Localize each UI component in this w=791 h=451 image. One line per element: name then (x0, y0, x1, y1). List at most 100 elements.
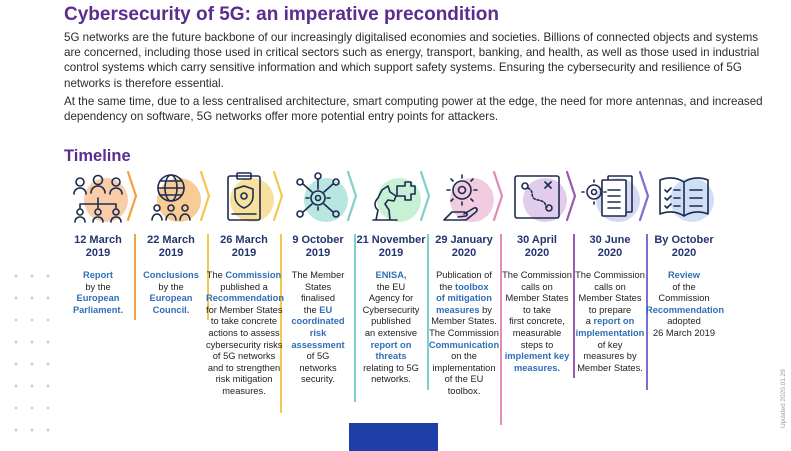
highlight-text: implement key (504, 351, 570, 362)
event-description: The Commission calls on Member States to ta… (499, 270, 575, 374)
event-description-line: Conclusions (133, 270, 209, 282)
event-description-line: security. (280, 374, 356, 386)
event-date-year: 2020 (597, 247, 623, 259)
description-text: by the (85, 281, 111, 292)
description-text: networks (299, 362, 337, 373)
chevron-right-icon (126, 170, 138, 222)
event-description-line: relating to 5G (353, 363, 429, 375)
event-description-line: Recommendation (646, 304, 725, 317)
event-description-line: to take (499, 305, 575, 317)
highlight-text: assessment (291, 339, 345, 350)
timeline-divider (207, 234, 209, 321)
event-date-day: 29 January (435, 234, 493, 246)
event-description-line: the toolbox (426, 282, 502, 294)
event-description-line: measures by (572, 351, 648, 363)
highlight-text: Conclusions (143, 270, 199, 280)
event-description: The Member States finalised the EU coordinat… (280, 270, 356, 386)
event-description-line: by the (60, 282, 136, 294)
description-text: Commission (658, 293, 710, 304)
description-text: The Member (291, 270, 345, 280)
description-text: The Commission (575, 270, 645, 280)
event-date: 29 January 2020 (426, 234, 502, 260)
event-description-line: measures by (426, 305, 502, 317)
event-description-line: Communication (426, 340, 502, 352)
event-description-line: coordinated (280, 316, 356, 328)
event-description-line: actions to assess (206, 328, 282, 340)
event-description-line: first concrete, (499, 316, 575, 328)
event-description-line: the EU (280, 305, 356, 317)
event-description-line: toolbox. (426, 386, 502, 398)
description-text: of the (672, 281, 696, 292)
event-description-line: measures. (206, 386, 282, 398)
highlight-text: threats (375, 351, 407, 362)
event-description-line: a report on (572, 316, 648, 328)
event-description-line: networks (280, 363, 356, 375)
network-gear-icon (296, 172, 348, 222)
event-description-line: Member States. (572, 363, 648, 375)
highlight-text: Recommendation (646, 304, 725, 315)
description-text: The (206, 270, 226, 280)
description-text: first concrete, (509, 316, 565, 327)
highlight-text: risk (309, 327, 327, 338)
event-description: Review of the Commission Recommendation adop… (646, 270, 725, 340)
highlight-text: European (76, 293, 120, 304)
event-description: Report by the European Parliament. (60, 270, 136, 316)
highlight-text: coordinated (291, 316, 345, 327)
description-text: adopted (667, 316, 701, 327)
highlight-text: measures. (514, 362, 560, 373)
event-description-line: Cybersecurity (353, 305, 429, 317)
event-icon-wrap (212, 170, 276, 224)
description-text: security. (301, 374, 335, 385)
checklist-book-icon (659, 177, 714, 222)
event-icon-wrap (578, 170, 642, 224)
timeline-divider (280, 234, 282, 414)
highlight-text: Parliament. (72, 304, 124, 315)
page-title: Cybersecurity of 5G: an imperative preco… (64, 4, 499, 25)
event-description-line: of mitigation (426, 293, 502, 305)
event-description-line: for Member States (206, 305, 282, 317)
description-text: risk mitigation (215, 374, 273, 385)
event-description-line: The Commission (572, 270, 648, 282)
event-description-line: The Commission (206, 270, 282, 282)
intro-paragraph-2: At the same time, due to a less centrali… (64, 94, 763, 124)
description-text: measures. (222, 385, 266, 396)
description-text: 26 March 2019 (652, 327, 716, 338)
event-description-line: 26 March 2019 (646, 328, 722, 340)
event-description-line: Member States (499, 293, 575, 305)
event-description-line: of 5G networks (206, 351, 282, 363)
event-description-line: by the (133, 282, 209, 294)
event-description-line: calls on (572, 282, 648, 294)
event-date: 22 March 2019 (133, 234, 209, 260)
event-description-line: Review (646, 270, 722, 282)
description-text: of the EU (444, 374, 484, 385)
event-date-day: 30 June (589, 234, 631, 246)
description-text: of 5G networks (212, 351, 276, 362)
event-date-day: 26 March (220, 234, 268, 246)
event-description: The Commission calls on Member States to pr… (572, 270, 648, 374)
highlight-text: report on (370, 339, 412, 350)
highlight-text: measures (436, 304, 480, 315)
event-description-line: an extensive (353, 328, 429, 340)
highlight-text: European (149, 293, 193, 304)
event-date-day: 9 October (292, 234, 344, 246)
description-text: to take (523, 304, 551, 315)
description-text: the (303, 304, 320, 315)
highlight-text: Recommendation (206, 293, 285, 304)
highlight-text: ENISA, (375, 270, 407, 280)
timeline-event: 9 October 2019 The Member States finalised th… (280, 164, 358, 426)
event-description-line: of the (646, 282, 722, 294)
event-description-line: measurable (499, 328, 575, 340)
event-date: 30 April 2020 (499, 234, 575, 260)
event-date: 26 March 2019 (206, 234, 282, 260)
event-description-line: Commission (646, 293, 722, 305)
description-text: to prepare (588, 304, 632, 315)
description-text: for Member States (206, 304, 283, 315)
clipboard-shield-icon (227, 172, 274, 222)
event-description-line: States (280, 282, 356, 294)
event-description-line: Member States (572, 293, 648, 305)
event-date-year: 2019 (158, 247, 184, 259)
chevron-right-icon (199, 170, 211, 222)
chevron-right-icon (565, 170, 577, 222)
description-text: an extensive (364, 327, 418, 338)
event-date-year: 2019 (231, 247, 257, 259)
